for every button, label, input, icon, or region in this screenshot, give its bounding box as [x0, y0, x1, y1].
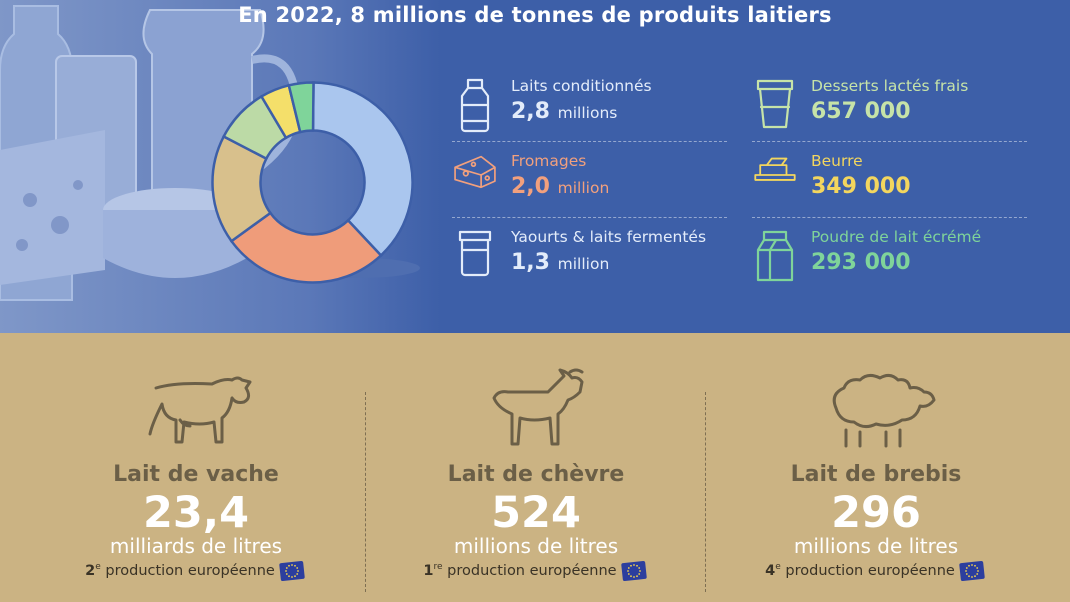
donut-slice-2 [229, 211, 383, 284]
stat-value: 657 000 [811, 99, 911, 124]
stat-value: 2,0 million [511, 174, 610, 199]
divider [752, 141, 1027, 142]
milk-carton-icon [752, 228, 798, 284]
milk-rank: 1re production européenne [366, 560, 706, 582]
goat-icon [476, 368, 596, 450]
stat-value: 1,3 million [511, 250, 610, 275]
milk-card-sheep: Lait de brebis 296 millions de litres 4e pr… [706, 368, 1046, 582]
production-donut-chart [211, 81, 414, 284]
stat-label: Beurre [811, 152, 863, 170]
butter-icon [752, 152, 798, 208]
milk-bottle-icon [452, 77, 498, 133]
milk-card-cow: Lait de vache 23,4 milliards de litres 2e p… [26, 368, 366, 582]
dessert-cup-icon [752, 77, 798, 133]
milk-name: Lait de chèvre [447, 462, 625, 487]
milk-unit: millions de litres [453, 534, 619, 558]
milk-value: 524 [491, 488, 581, 538]
milk-production-panel [0, 333, 1070, 602]
milk-unit: milliards de litres [109, 534, 283, 558]
stat-label: Laits conditionnés [511, 77, 652, 95]
milk-value: 23,4 [142, 488, 250, 538]
stat-value: 349 000 [811, 174, 911, 199]
stat-label: Poudre de lait écrémé [811, 228, 982, 246]
sheep-icon [816, 368, 936, 450]
eu-flag-icon [959, 560, 985, 582]
milk-card-goat: Lait de chèvre 524 millions de litres 1re p… [366, 368, 706, 582]
stat-value: 2,8 millions [511, 99, 618, 124]
cheese-icon [452, 152, 498, 208]
page-title: En 2022, 8 millions de tonnes de produit… [238, 3, 832, 27]
stat-value: 293 000 [811, 250, 911, 275]
milk-name: Lait de vache [113, 462, 279, 487]
milk-unit: millions de litres [793, 534, 959, 558]
milk-value: 296 [831, 488, 921, 538]
cow-icon [136, 368, 256, 450]
milk-rank: 2e production européenne [26, 560, 366, 582]
divider [452, 141, 727, 142]
column-divider [705, 392, 706, 592]
donut-slice-1 [311, 81, 414, 258]
stat-label: Yaourts & laits fermentés [511, 228, 707, 246]
dairy-products-panel: En 2022, 8 millions de tonnes de produit… [0, 0, 1070, 333]
eu-flag-icon [620, 560, 647, 582]
divider [752, 217, 1027, 218]
column-divider [365, 392, 366, 592]
stat-label: Desserts lactés frais [811, 77, 969, 95]
milk-rank: 4e production européenne [706, 560, 1046, 582]
yogurt-jar-icon [452, 228, 498, 284]
milk-name: Lait de brebis [790, 462, 962, 487]
stat-label: Fromages [511, 152, 587, 170]
divider [452, 217, 727, 218]
eu-flag-icon [279, 560, 305, 582]
donut-slice-6 [287, 81, 315, 134]
